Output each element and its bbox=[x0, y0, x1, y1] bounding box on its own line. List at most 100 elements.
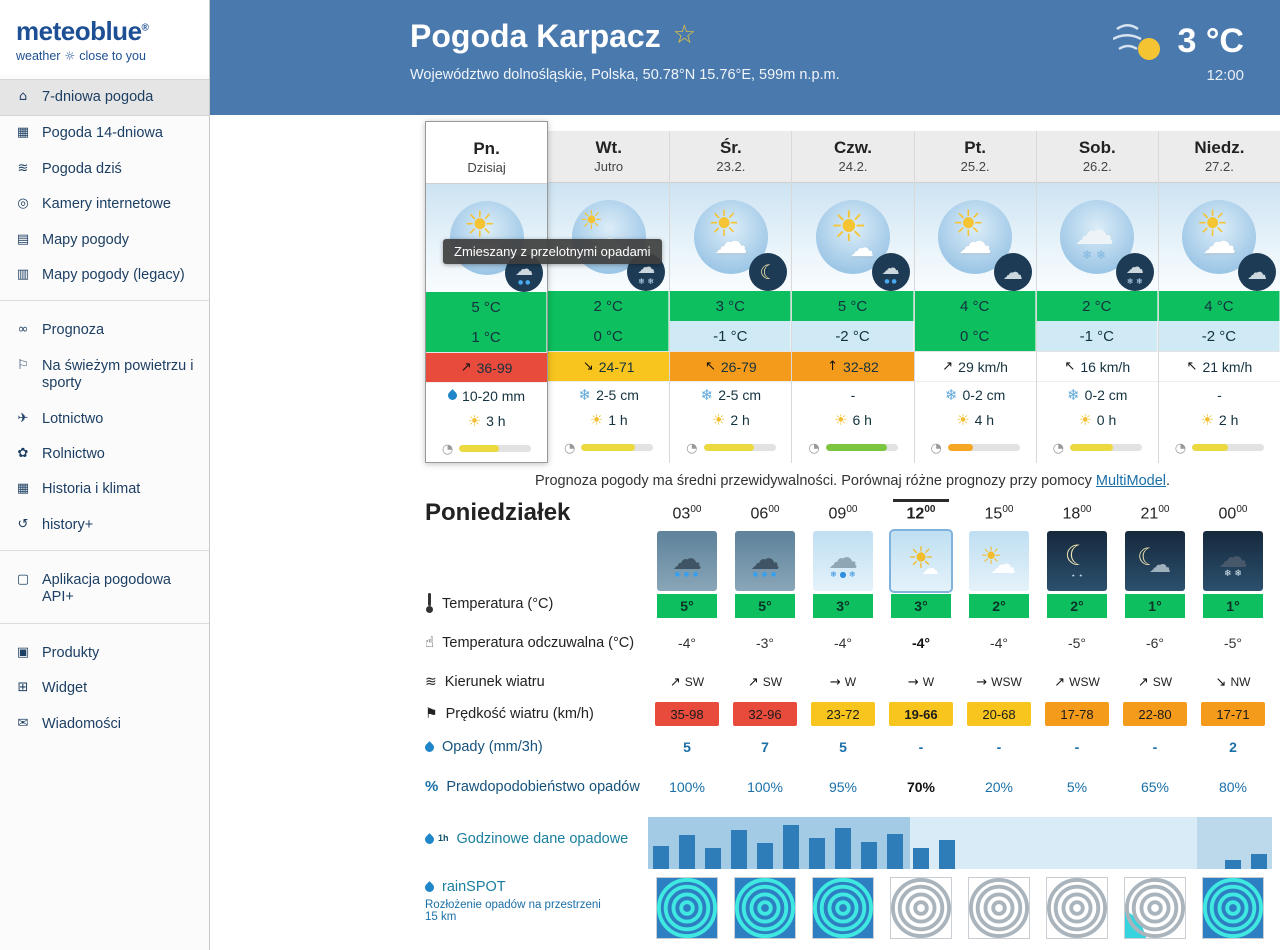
hour-precip-probability: 100% bbox=[747, 779, 783, 795]
hour-time[interactable]: 1800 bbox=[1049, 499, 1105, 529]
hour-weather-tile[interactable] bbox=[735, 531, 795, 591]
sidebar-item[interactable]: ▤ Mapy pogody bbox=[0, 223, 209, 258]
sidebar-item-label: Kamery internetowe bbox=[42, 196, 171, 213]
predictability-track bbox=[1069, 443, 1142, 451]
hour-weather-tile[interactable] bbox=[969, 531, 1029, 591]
sidebar-item[interactable]: ≋ Pogoda dziś bbox=[0, 152, 209, 187]
brand-text: meteoblue bbox=[16, 16, 142, 46]
hour-column[interactable]: 0000 1° -5° ↘ NW 17-71 bbox=[1194, 499, 1272, 809]
hour-weather-tile[interactable] bbox=[889, 529, 953, 593]
day-column[interactable]: Pn. Dzisiaj 5 °C 1 °C ↗ 36-99 bbox=[425, 121, 549, 463]
hour-precip-probability: 5% bbox=[1066, 779, 1088, 795]
predictability-fill bbox=[703, 443, 754, 451]
sidebar-item-label: Na świeżym powietrzu i sporty bbox=[42, 357, 194, 392]
calendar-14-icon: ▦ bbox=[16, 125, 30, 141]
wind-direction-icon: ↖ bbox=[704, 359, 716, 374]
hour-time[interactable]: 2100 bbox=[1127, 499, 1183, 529]
hour-time[interactable]: 0300 bbox=[659, 499, 715, 529]
weather-icon bbox=[982, 544, 1016, 578]
predictability-fill bbox=[947, 443, 973, 451]
precip-bar bbox=[1225, 859, 1241, 869]
home-icon: ⌂ bbox=[18, 89, 28, 104]
hour-time[interactable]: 1200 bbox=[892, 499, 950, 529]
hour-time[interactable]: 0000 bbox=[1205, 499, 1261, 529]
sidebar-item-label: Pogoda 14-dniowa bbox=[42, 125, 163, 142]
sidebar-item[interactable]: ▣ Produkty bbox=[0, 636, 209, 671]
day-column[interactable]: Wt. Jutro 2 °C 0 °C ↘ 24-71 bbox=[548, 131, 671, 463]
meteoblue-logo[interactable]: meteoblue® weather ☼ close to you bbox=[0, 0, 209, 75]
agriculture-icon: ✿ bbox=[17, 445, 29, 461]
wind-cell: ↖ 26-79 bbox=[670, 351, 792, 381]
precip-bar bbox=[835, 828, 851, 869]
hour-column[interactable]: 1800 2° -5° ↗ WSW 17-78 bbox=[1038, 499, 1116, 809]
hour-time-sup: 00 bbox=[1080, 504, 1092, 515]
hour-column[interactable]: 2100 1° -6° ↗ SW 22-80 bbox=[1116, 499, 1194, 809]
sidebar-item[interactable]: ▦ Historia i klimat bbox=[0, 472, 209, 507]
hour-column[interactable]: 1200 3° -4° → W 19-66 bbox=[882, 499, 960, 809]
predictability-cell bbox=[1159, 433, 1280, 461]
predictability-fill bbox=[581, 443, 636, 451]
sidebar-item[interactable]: ⚐ Na świeżym powietrzu i sporty bbox=[0, 349, 209, 402]
hour-wind-direction: → WSW bbox=[960, 665, 1038, 699]
hour-column[interactable]: 0900 3° -4° → W 23-72 bbox=[804, 499, 882, 809]
sun-hours-cell: 1 h bbox=[548, 407, 669, 433]
hour-wind-speed-cell: 32-96 bbox=[726, 699, 804, 729]
hour-weather-tile[interactable] bbox=[1125, 531, 1185, 591]
hour-column[interactable]: 0300 5° -4° ↗ SW 35-98 bbox=[648, 499, 726, 809]
hour-weather-tile[interactable] bbox=[1203, 531, 1263, 591]
rainspot-tile bbox=[1124, 877, 1186, 939]
temp-max-cell: 4 °C bbox=[914, 291, 1036, 321]
sidebar-item[interactable]: ∞ Prognoza bbox=[0, 313, 209, 348]
hour-weather-tile[interactable] bbox=[813, 531, 873, 591]
rainspot-tile bbox=[656, 877, 718, 939]
hour-feels-like: -3° bbox=[755, 635, 775, 651]
rainspot-tile bbox=[734, 877, 796, 939]
day-column[interactable]: Sob. 26.2. 2 °C -1 °C ↖ 16 km/h bbox=[1036, 131, 1159, 463]
hour-time[interactable]: 1500 bbox=[971, 499, 1027, 529]
temp-max: 2 °C bbox=[593, 297, 623, 315]
sidebar-item[interactable]: ▦ Pogoda 14-dniowa bbox=[0, 116, 209, 151]
precipitation-value: 0-2 cm bbox=[1084, 386, 1128, 403]
precip-bar-slot bbox=[1168, 817, 1194, 869]
predictability-gauge-icon bbox=[930, 439, 941, 456]
sidebar-item[interactable]: ⊞ Widget bbox=[0, 671, 209, 706]
hour-time[interactable]: 0900 bbox=[815, 499, 871, 529]
sidebar-item[interactable]: ✈ Lotnictwo bbox=[0, 402, 209, 437]
label-precip-probability: Prawdopodobieństwo opadów bbox=[425, 765, 648, 809]
sidebar-item[interactable]: ↺ history+ bbox=[0, 508, 209, 552]
sidebar-item[interactable]: ✿ Rolnictwo bbox=[0, 437, 209, 472]
wind-cell: ↘ 24-71 bbox=[548, 351, 670, 381]
hour-weather-tile[interactable] bbox=[657, 531, 717, 591]
sidebar-item[interactable]: ✉ Wiadomości bbox=[0, 707, 209, 742]
windsock-icon: ≋ bbox=[17, 160, 29, 176]
temp-max-cell: 5 °C bbox=[426, 292, 548, 322]
hour-feels-like: -4° bbox=[911, 635, 931, 651]
precip-bar-slot bbox=[1194, 817, 1220, 869]
wind-chip: ↑ 32-82 bbox=[792, 352, 914, 381]
precipitation-value: - bbox=[1217, 386, 1222, 403]
day-column[interactable]: Pt. 25.2. 4 °C 0 °C ↗ 29 km/h bbox=[914, 131, 1037, 463]
hour-weather-tile[interactable] bbox=[1047, 531, 1107, 591]
sidebar-item[interactable]: ▢ Aplikacja pogodowa API+ bbox=[0, 563, 209, 624]
favorite-star-icon[interactable]: ☆ bbox=[672, 20, 697, 50]
brand-tagline: weather ☼ close to you bbox=[16, 49, 195, 63]
precip-bar-slot bbox=[1090, 817, 1116, 869]
hour-columns: 0300 5° -4° ↗ SW 35-98 bbox=[648, 499, 1272, 809]
sidebar-item[interactable]: ◎ Kamery internetowe bbox=[0, 187, 209, 222]
precip-bar bbox=[939, 840, 955, 869]
multimodel-link[interactable]: MultiModel bbox=[1095, 473, 1167, 489]
hour-time[interactable]: 0600 bbox=[737, 499, 793, 529]
predictability-gauge-icon bbox=[1175, 439, 1186, 456]
sidebar-item[interactable]: ▥ Mapy pogody (legacy) bbox=[0, 258, 209, 302]
day-name: Pn. bbox=[473, 139, 500, 158]
day-header: Pt. 25.2. bbox=[914, 131, 1036, 183]
temp-min-cell: 0 °C bbox=[914, 321, 1036, 351]
wind-direction-icon: → bbox=[829, 674, 841, 690]
hour-precipitation: 5 bbox=[683, 739, 691, 755]
sidebar-item[interactable]: ⌂ 7-dniowa pogoda bbox=[0, 79, 209, 117]
hour-column[interactable]: 1500 2° -4° → WSW 20-68 bbox=[960, 499, 1038, 809]
hour-column[interactable]: 0600 5° -3° ↗ SW 32-96 bbox=[726, 499, 804, 809]
day-column[interactable]: Czw. 24.2. 5 °C -2 °C ↑ 32-82 bbox=[792, 131, 915, 463]
day-column[interactable]: Śr. 23.2. 3 °C -1 °C ↖ 26-79 bbox=[670, 131, 793, 463]
day-column[interactable]: Niedz. 27.2. 4 °C -2 °C ↖ 21 km/h bbox=[1158, 131, 1280, 463]
